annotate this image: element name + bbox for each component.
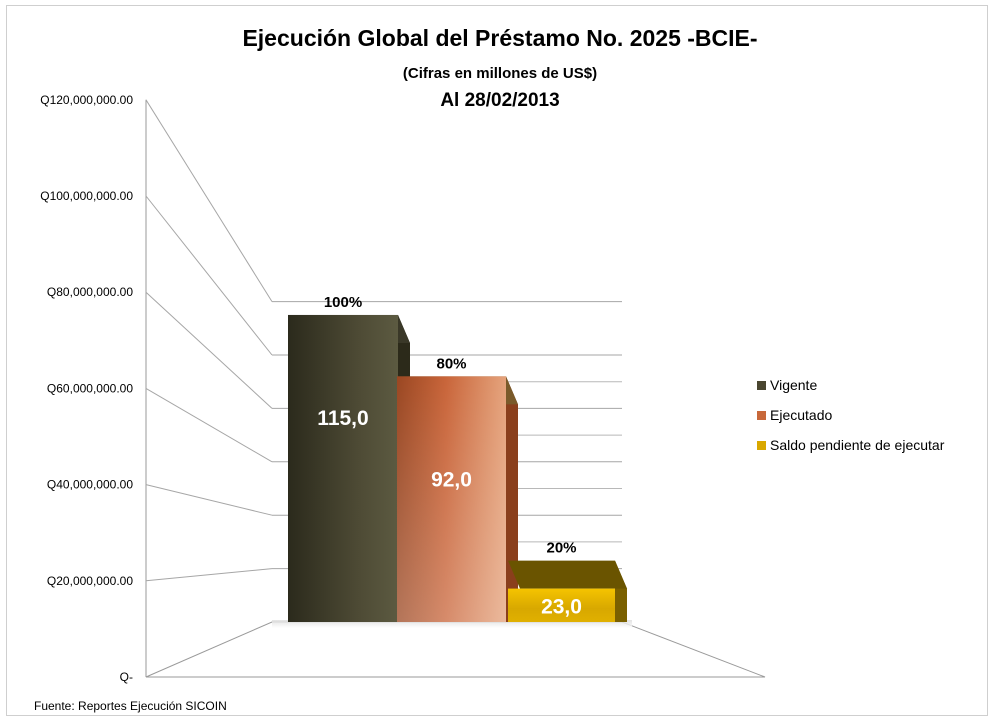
- y-tick-label: Q-: [120, 670, 133, 684]
- legend-swatch: [757, 381, 766, 390]
- y-tick-label: Q100,000,000.00: [40, 189, 133, 203]
- legend-label: Vigente: [770, 377, 817, 393]
- bar-0: [288, 314, 398, 622]
- chart-title: Ejecución Global del Préstamo No. 2025 -…: [242, 25, 757, 51]
- y-tick-label: Q20,000,000.00: [47, 574, 133, 588]
- legend-label: Ejecutado: [770, 407, 832, 423]
- y-tick-label: Q40,000,000.00: [47, 478, 133, 492]
- y-tick-label: Q120,000,000.00: [40, 93, 133, 107]
- bar-2: [508, 588, 615, 622]
- percent-label: 20%: [546, 540, 576, 557]
- gridline-side: [145, 387, 273, 463]
- legend-label: Saldo pendiente de ejecutar: [770, 437, 945, 453]
- floor: [145, 621, 766, 678]
- chart-subtitle: (Cifras en millones de US$): [403, 65, 597, 82]
- value-label: 23,0: [541, 595, 582, 618]
- gridline-side: [145, 568, 273, 582]
- bar-top-2: [508, 560, 627, 589]
- bar-side-1: [506, 376, 518, 622]
- legend-swatch: [757, 441, 766, 450]
- chart-frame: [6, 5, 988, 716]
- percent-label: 80%: [436, 355, 466, 372]
- gridline-side: [145, 99, 273, 302]
- bars: 100% 115,0 80% 92,0 20% 23,0: [272, 294, 632, 628]
- source-note: Fuente: Reportes Ejecución SICOIN: [34, 699, 227, 713]
- y-tick-label: Q80,000,000.00: [47, 285, 133, 299]
- floor-shadow: [272, 620, 632, 628]
- value-label: 92,0: [431, 468, 472, 491]
- chart-date: Al 28/02/2013: [440, 90, 559, 111]
- gridline-side: [145, 291, 273, 409]
- value-label: 115,0: [317, 407, 368, 430]
- legend-swatch: [757, 411, 766, 420]
- gridline-side: [145, 484, 273, 516]
- legend: Vigente Ejecutado Saldo pendiente de ejecu…: [757, 377, 945, 453]
- percent-label: 100%: [324, 294, 362, 311]
- bar-highlight-1: [397, 376, 506, 622]
- gridline-side: [145, 195, 273, 356]
- y-tick-label: Q60,000,000.00: [47, 381, 133, 395]
